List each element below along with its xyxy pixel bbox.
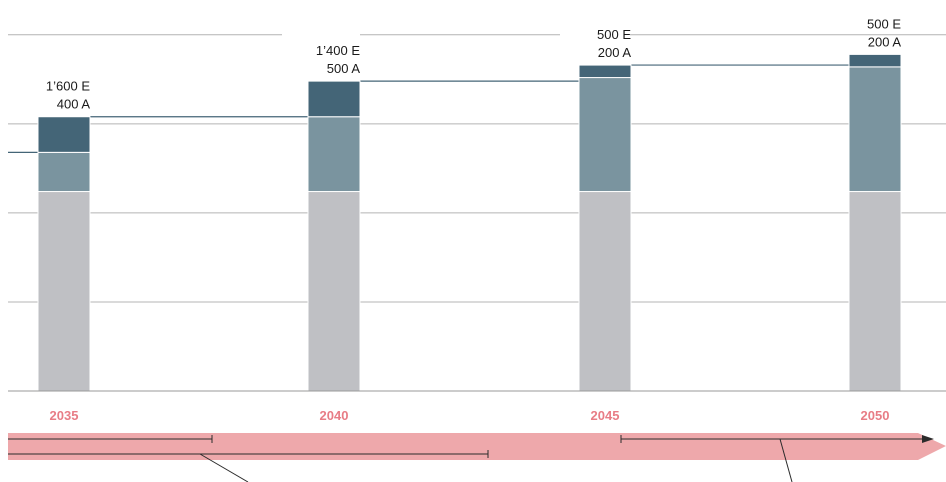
bar-segment [307, 191, 361, 392]
connector-lines [8, 64, 849, 153]
year-label: 2035 [50, 408, 79, 423]
year-label: 2040 [320, 408, 349, 423]
bar-label-line1: 1’600 E [46, 79, 90, 94]
bar-label-line2: 200 A [598, 45, 632, 60]
bar-segment [848, 53, 902, 68]
bar-segment [578, 64, 632, 79]
bar-label-line1: 500 E [597, 27, 631, 42]
bars [37, 53, 902, 392]
bar-segment [578, 191, 632, 392]
bar-value-labels: 1’600 E 400 A 1’400 E 500 A 500 E 200 A 500 E 2… [46, 16, 901, 111]
timeline-bracket-3-arrowhead [922, 435, 934, 443]
bar-segment [307, 80, 361, 118]
bar-segment [37, 191, 91, 392]
callout-leader-2 [779, 438, 793, 482]
bar-label-line2: 200 A [868, 34, 902, 49]
year-label: 2045 [591, 408, 620, 423]
bar-segment [848, 66, 902, 193]
bar-segment [848, 191, 902, 392]
year-labels: 2035 2040 2045 2050 [50, 408, 890, 423]
gridlines [8, 34, 946, 303]
bar-label-line2: 400 A [57, 97, 91, 112]
timeline-arrow [8, 433, 946, 460]
bar-segment [37, 116, 91, 153]
bar-label-line2: 500 A [327, 61, 361, 76]
bar-segment [37, 151, 91, 193]
bar-label-line1: 1’400 E [316, 43, 360, 58]
callout-leader-1 [199, 453, 249, 482]
bar-label-line1: 500 E [867, 16, 901, 31]
bar-segment [307, 116, 361, 193]
year-label: 2050 [861, 408, 890, 423]
timeline-arrow-band [8, 433, 946, 482]
bar-segment [578, 77, 632, 193]
